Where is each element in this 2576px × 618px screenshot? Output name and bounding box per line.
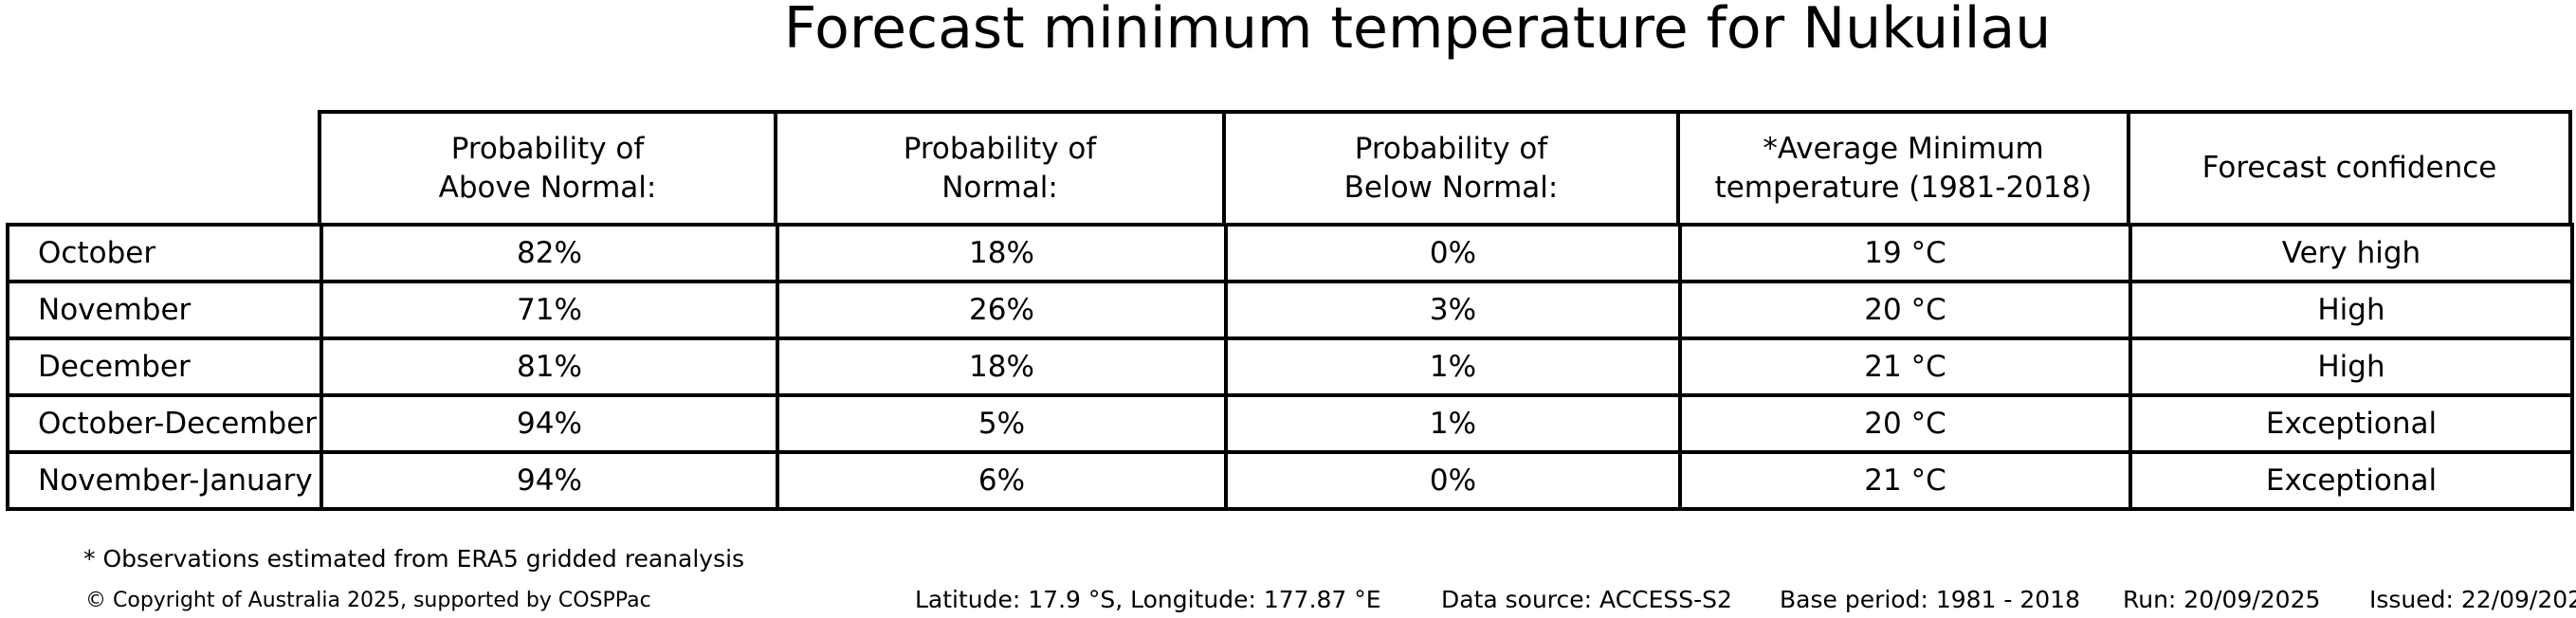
table-cell: High <box>2128 336 2574 397</box>
copyright-text: © Copyright of Australia 2025, supported… <box>85 589 651 612</box>
base-period-text: Base period: 1981 - 2018 <box>1780 586 2080 613</box>
table-cell: 18% <box>776 223 1228 283</box>
table-cell: Exceptional <box>2128 393 2574 454</box>
table-row: December 81% 18% 1% 21 °C High <box>6 336 2574 397</box>
table-cell: 3% <box>1224 280 1682 340</box>
table-cell: Exceptional <box>2128 450 2574 511</box>
row-label: October <box>6 223 323 283</box>
table-cell: 82% <box>320 223 779 283</box>
forecast-table-body: October 82% 18% 0% 19 °C Very high November 71%… <box>6 223 2574 511</box>
table-cell: 94% <box>320 393 779 454</box>
table-cell: 5% <box>776 393 1228 454</box>
table-cell: 21 °C <box>1678 336 2132 397</box>
table-cell: 0% <box>1224 223 1682 283</box>
table-cell: 19 °C <box>1678 223 2132 283</box>
data-source-text: Data source: ACCESS-S2 <box>1441 586 1732 613</box>
issued-date-text: Issued: 22/09/2025 <box>2369 586 2576 613</box>
table-cell: 1% <box>1224 393 1682 454</box>
table-cell: 20 °C <box>1678 393 2132 454</box>
table-row: November 71% 26% 3% 20 °C High <box>6 280 2574 340</box>
column-header: Probability of Normal: <box>774 110 1226 227</box>
figure-title: Forecast minimum temperature for Nukuila… <box>783 0 2052 62</box>
table-row: November-January 94% 6% 0% 21 °C Exceptional <box>6 450 2574 511</box>
row-label: November-January <box>6 450 323 511</box>
row-label: November <box>6 280 323 340</box>
run-date-text: Run: 20/09/2025 <box>2123 586 2321 613</box>
row-label: October-December <box>6 393 323 454</box>
table-cell: 18% <box>776 336 1228 397</box>
table-cell: High <box>2128 280 2574 340</box>
row-label: December <box>6 336 323 397</box>
table-row: October-December 94% 5% 1% 20 °C Exceptional <box>6 393 2574 454</box>
table-cell: 94% <box>320 450 779 511</box>
table-cell: 21 °C <box>1678 450 2132 511</box>
observations-footnote: * Observations estimated from ERA5 gridd… <box>83 545 745 573</box>
table-cell: 0% <box>1224 450 1682 511</box>
table-cell: 81% <box>320 336 779 397</box>
table-header-row: Probability of Above Normal: Probability … <box>318 110 2572 227</box>
table-cell: 26% <box>776 280 1228 340</box>
column-header: Forecast confidence <box>2127 110 2572 227</box>
column-header: *Average Minimum temperature (1981-2018) <box>1676 110 2130 227</box>
forecast-table-header: Probability of Above Normal: Probability … <box>318 110 2572 227</box>
table-cell: 71% <box>320 280 779 340</box>
latitude-longitude-text: Latitude: 17.9 °S, Longitude: 177.87 °E <box>915 586 1381 613</box>
table-cell: 1% <box>1224 336 1682 397</box>
table-cell: 20 °C <box>1678 280 2132 340</box>
column-header: Probability of Above Normal: <box>318 110 777 227</box>
column-header: Probability of Below Normal: <box>1222 110 1680 227</box>
table-cell: 6% <box>776 450 1228 511</box>
table-row: October 82% 18% 0% 19 °C Very high <box>6 223 2574 283</box>
table-cell: Very high <box>2128 223 2574 283</box>
